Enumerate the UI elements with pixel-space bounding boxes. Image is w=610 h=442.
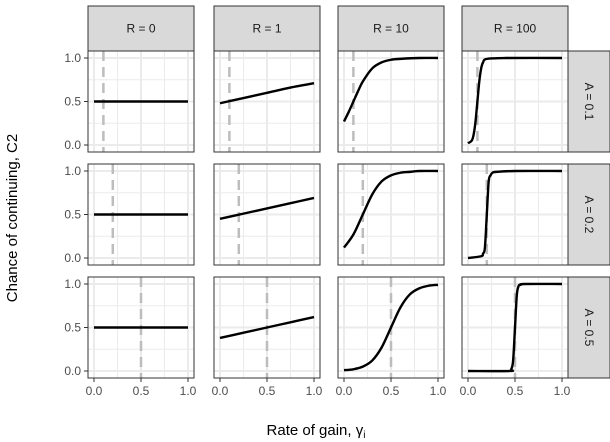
series-line	[467, 56, 563, 145]
x-tick-label: 0.5	[259, 384, 276, 398]
row-strip-a-0-2: A = 0.2	[567, 163, 610, 266]
panel-a-0-1-r-100	[461, 50, 569, 153]
strip-background	[337, 5, 445, 52]
series-line	[342, 56, 439, 123]
y-tick-label: 0.0	[64, 138, 81, 152]
x-tick-label: 0.5	[133, 384, 150, 398]
strip-background	[87, 5, 195, 52]
series-line	[343, 283, 439, 372]
strip-background	[567, 163, 610, 266]
x-tick-label: 0.0	[86, 384, 103, 398]
strip-label: A = 0.1	[582, 83, 596, 121]
series-line	[467, 169, 563, 260]
series-line	[343, 169, 439, 249]
y-tick-label: 0.5	[64, 95, 81, 109]
x-axis-title: Rate of gain, γi	[267, 422, 366, 441]
strip-background	[461, 5, 569, 52]
strip-label: R = 1	[252, 22, 281, 36]
strip-label: R = 100	[494, 22, 537, 36]
strip-background	[567, 50, 610, 153]
column-strip-r-1: R = 1	[213, 5, 321, 52]
column-strip-r-0: R = 0	[87, 5, 195, 52]
series-line	[219, 196, 315, 221]
panels-layer	[87, 50, 569, 379]
series-line	[219, 315, 315, 340]
panel-a-0-5-r-1	[213, 276, 321, 379]
strip-background	[567, 276, 610, 379]
panel-a-0-5-r-100	[461, 276, 569, 379]
y-tick-label: 0.0	[64, 251, 81, 265]
x-tick-label: 0.0	[460, 384, 477, 398]
x-tick-label: 1.0	[554, 384, 571, 398]
x-tick-label: 0.0	[336, 384, 353, 398]
row-strip-a-0-5: A = 0.5	[567, 276, 610, 379]
column-strip-r-100: R = 100	[461, 5, 569, 52]
strip-label: R = 10	[373, 22, 409, 36]
x-tick-label: 1.0	[306, 384, 323, 398]
panel-a-0-2-r-10	[337, 163, 445, 266]
strip-label: A = 0.5	[582, 309, 596, 347]
x-tick-label: 1.0	[430, 384, 447, 398]
series-line	[219, 82, 315, 105]
y-tick-label: 1.0	[64, 51, 81, 65]
panel-a-0-5-r-10	[337, 276, 445, 379]
y-tick-label: 0.5	[64, 208, 81, 222]
x-axis-title-subscript: i	[363, 430, 365, 441]
panel-a-0-1-r-10	[337, 50, 445, 153]
row-strip-a-0-1: A = 0.1	[567, 50, 610, 153]
y-tick-label: 0.5	[64, 321, 81, 335]
x-axis-title-main: Rate of gain, γ	[267, 422, 364, 439]
strip-label: A = 0.2	[582, 196, 596, 234]
series-line	[467, 282, 563, 373]
panel-a-0-2-r-0	[87, 163, 195, 266]
panel-a-0-2-r-1	[213, 163, 321, 266]
y-tick-label: 1.0	[64, 164, 81, 178]
panel-a-0-1-r-0	[87, 50, 195, 153]
x-tick-label: 0.5	[383, 384, 400, 398]
y-tick-label: 1.0	[64, 277, 81, 291]
y-tick-label: 0.0	[64, 364, 81, 378]
column-strip-r-10: R = 10	[337, 5, 445, 52]
strips-layer: R = 0 R = 1 R = 10 R = 100 A = 0.1 A = 0.2 A =…	[87, 5, 610, 379]
y-axis-title: Chance of continuing, C2	[4, 134, 21, 302]
axes-layer: 0.0 0.5 1.0 0.0 0.5 1.0 0.0 0.5 1.0 0.0 0.5 1.0 0.0 0…	[64, 51, 570, 398]
strip-label: R = 0	[126, 22, 155, 36]
strip-background	[213, 5, 321, 52]
panel-a-0-1-r-1	[213, 50, 321, 153]
panel-a-0-5-r-0	[87, 276, 195, 379]
panel-border	[213, 163, 321, 266]
panel-a-0-2-r-100	[461, 163, 569, 266]
x-tick-label: 0.5	[507, 384, 524, 398]
x-tick-label: 0.0	[212, 384, 229, 398]
x-tick-label: 1.0	[180, 384, 197, 398]
panel-border	[337, 163, 445, 266]
